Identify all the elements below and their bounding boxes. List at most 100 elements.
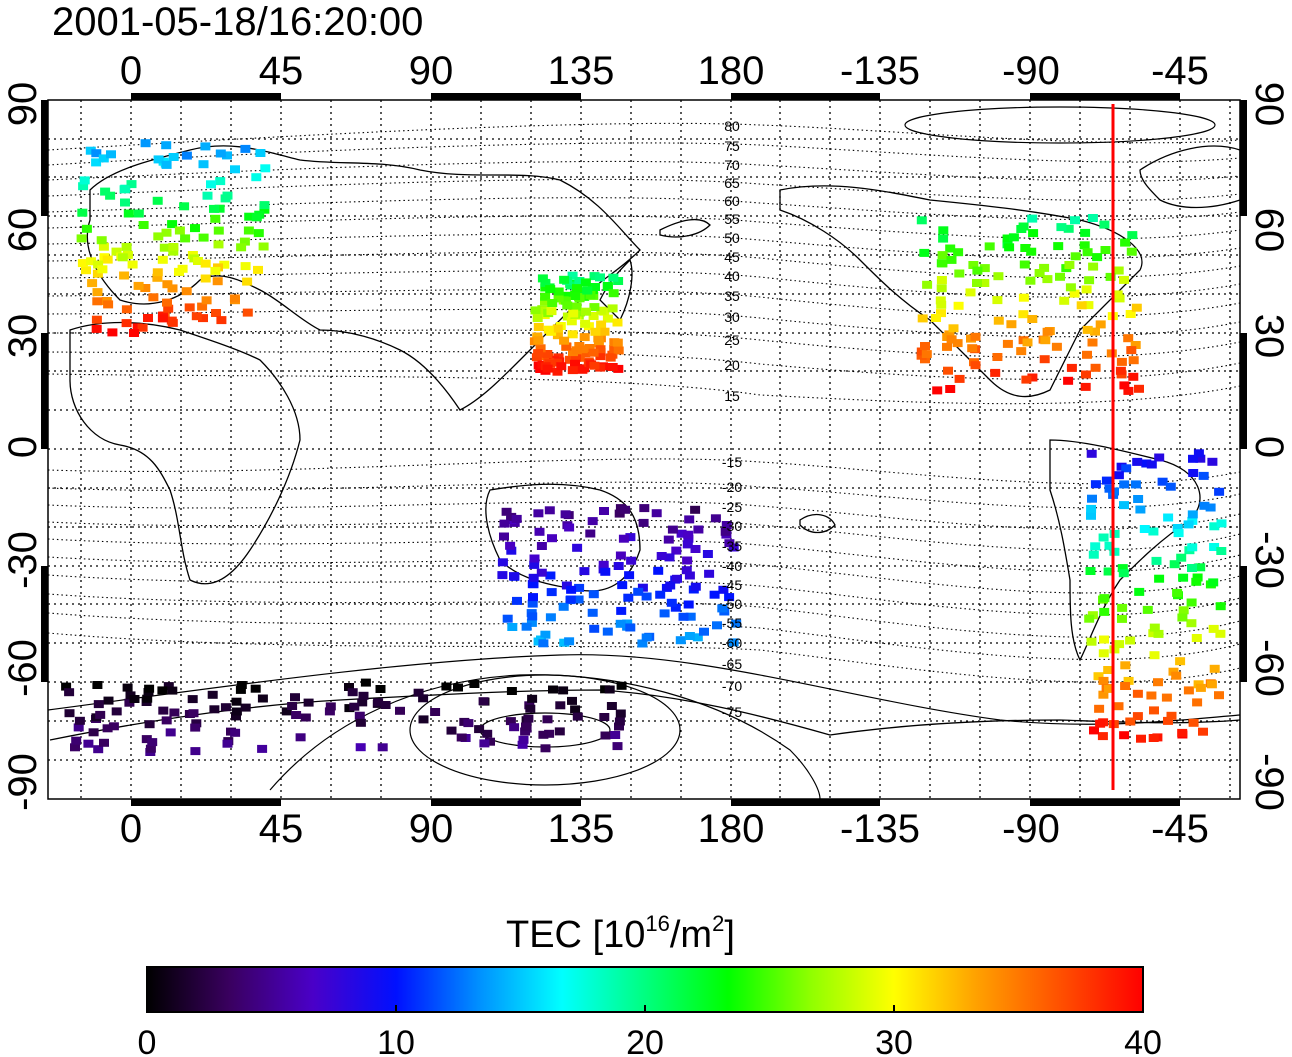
tec-data-point	[1125, 310, 1136, 318]
tec-data-point	[98, 154, 109, 163]
lon-tick-top-m45: -45	[1151, 49, 1209, 93]
tec-data-point	[1021, 375, 1032, 384]
tec-data-point	[260, 164, 271, 173]
tec-data-point	[528, 580, 539, 589]
tec-data-point	[595, 345, 606, 354]
tec-data-point	[162, 280, 173, 289]
tec-data-point	[206, 180, 216, 189]
map-frame	[47, 99, 1241, 800]
tec-data-point	[77, 208, 88, 217]
tec-data-point	[704, 569, 715, 578]
tec-data-point	[521, 722, 531, 731]
tec-data-point	[1157, 477, 1168, 486]
lon-tick-top-45: 45	[259, 49, 304, 93]
tec-data-point	[1099, 594, 1110, 603]
tec-data-point	[1026, 247, 1037, 256]
tec-data-point	[936, 284, 947, 293]
tec-data-point	[589, 272, 600, 281]
tec-data-point	[1183, 686, 1194, 695]
tec-data-point	[1175, 657, 1186, 666]
tec-data-point	[497, 558, 508, 567]
tec-data-point	[593, 339, 604, 348]
tec-data-point	[1127, 231, 1138, 240]
tec-data-point	[1004, 243, 1015, 252]
tec-data-point	[295, 733, 306, 742]
lon-tick-top-0: 0	[120, 49, 142, 93]
contour-label: -20	[722, 479, 742, 495]
tec-data-point	[602, 314, 613, 323]
contour-label: 20	[724, 357, 740, 373]
tec-data-point	[690, 545, 701, 553]
tec-data-point	[209, 705, 220, 714]
tec-data-point	[1195, 563, 1206, 572]
tec-data-point	[236, 243, 247, 252]
lat-tick-left-90: 90	[1, 82, 45, 127]
tec-data-point	[1178, 573, 1189, 582]
tec-data-point	[505, 541, 516, 550]
lon-tick-top-m90: -90	[1002, 49, 1060, 93]
tec-data-point	[921, 350, 932, 359]
tec-data-point	[579, 333, 590, 342]
tec-data-point	[253, 265, 263, 274]
tec-data-point	[86, 257, 97, 266]
tec-data-point	[936, 300, 947, 309]
tec-data-point	[942, 342, 952, 351]
tec-data-point	[1136, 734, 1146, 743]
tec-data-point	[932, 386, 943, 395]
tec-data-point	[240, 144, 251, 153]
tec-data-point	[181, 287, 192, 296]
tec-data-point	[1092, 253, 1103, 262]
tec-data-point	[1020, 244, 1031, 252]
tec-data-point	[1040, 336, 1051, 345]
tec-data-points	[61, 139, 1227, 756]
tec-data-point	[692, 633, 703, 642]
tec-data-point	[1208, 578, 1219, 587]
colorbar-tick-30: 30	[875, 1024, 913, 1057]
colorbar-title-main: TEC [10	[506, 914, 645, 956]
tec-data-point	[253, 229, 264, 238]
tec-data-point	[202, 191, 213, 200]
tec-data-point	[1006, 320, 1017, 329]
tec-data-point	[1055, 272, 1065, 281]
tec-data-point	[1103, 567, 1114, 576]
colorbar-title-exponent: 16	[645, 911, 669, 936]
tec-data-point	[1090, 480, 1101, 489]
tec-data-point	[499, 532, 509, 541]
tec-data-point	[544, 729, 555, 738]
contour-label: -50	[722, 596, 742, 612]
lat-tick-left-60: 60	[1, 208, 45, 253]
tec-data-point	[509, 723, 520, 732]
tec-data-point	[96, 236, 107, 245]
tec-data-point	[506, 512, 517, 521]
tec-data-point	[666, 598, 677, 607]
tec-data-point	[229, 294, 240, 303]
tec-data-point	[571, 353, 581, 362]
tec-data-point	[244, 212, 255, 221]
tec-data-point	[230, 165, 240, 174]
tec-data-point	[1105, 272, 1116, 281]
tec-data-point	[527, 612, 538, 621]
lat-tick-right-m30: -30	[1247, 531, 1291, 589]
lat-tick-left-m60: -60	[1, 639, 45, 697]
tec-data-point	[702, 550, 713, 558]
tec-data-point	[215, 177, 226, 186]
tec-data-point	[525, 704, 536, 713]
tec-data-point	[552, 367, 563, 376]
tec-data-point	[1002, 234, 1013, 243]
tec-data-point	[85, 146, 96, 155]
tec-data-point	[509, 572, 519, 581]
tec-data-point	[545, 613, 556, 622]
tec-data-point	[570, 292, 581, 300]
colorbar-tick-labels: 0 10 20 30 40	[138, 1024, 1162, 1057]
tec-data-point	[533, 349, 544, 358]
tec-data-point	[943, 366, 953, 375]
colorbar-title-end: ]	[724, 914, 735, 956]
tec-data-point	[1126, 247, 1137, 256]
tec-data-point	[87, 279, 98, 288]
tec-data-point	[546, 307, 557, 316]
tec-data-point	[1018, 310, 1029, 319]
tec-data-point	[446, 726, 457, 735]
contour-label: -30	[722, 518, 742, 534]
contour-label: 50	[724, 230, 740, 246]
tec-data-point	[954, 374, 965, 383]
